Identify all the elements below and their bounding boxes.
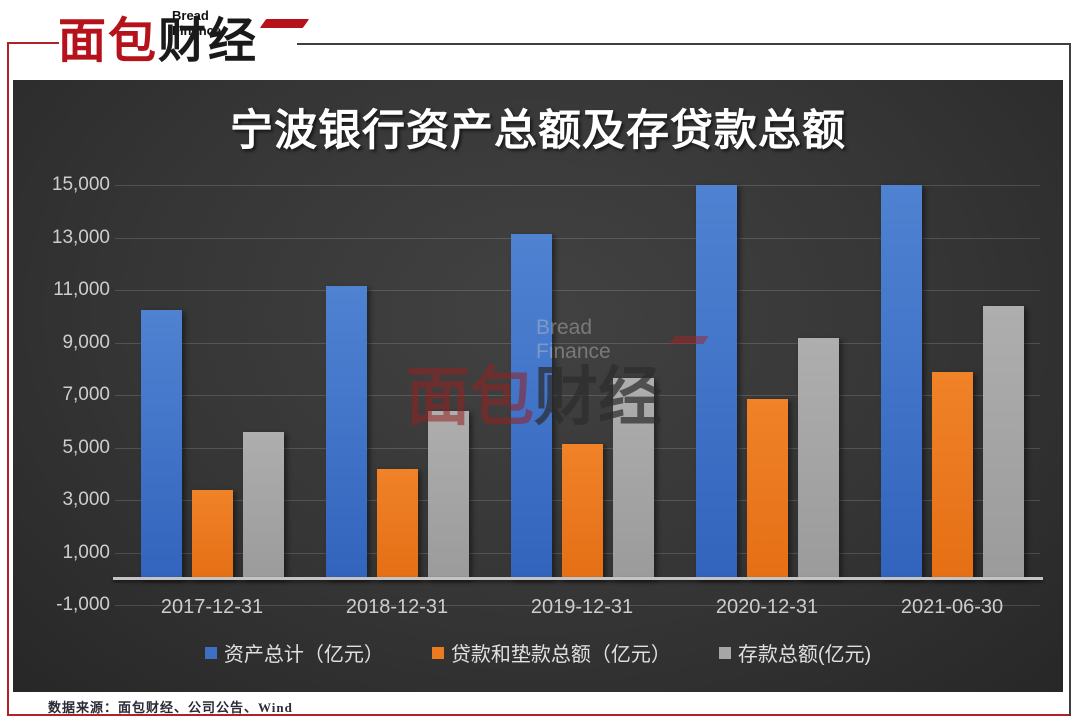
x-axis-tick-label: 2017-12-31 (160, 596, 264, 618)
frame-top-left-line (7, 42, 59, 44)
brand-logo-wordmark-red: 面包 (58, 15, 159, 68)
legend-swatch-icon (204, 646, 217, 659)
chart-title: 宁波银行资产总额及存贷款总额 (230, 107, 846, 155)
brand-swoosh-icon (259, 18, 310, 28)
bar-2018-12-31-series2 (376, 468, 418, 579)
gridline (115, 185, 1040, 187)
legend-item: 资产总计（亿元） (204, 638, 384, 667)
legend-swatch-icon (718, 646, 731, 659)
legend-item: 贷款和垫款总额（亿元） (431, 638, 671, 667)
brand-logo: Bread Finance 面包财经 (56, 4, 310, 70)
y-axis-tick-label: 5,000 (62, 436, 110, 458)
bar-2018-12-31-series1 (325, 286, 367, 579)
bar-2021-06-30-series2 (931, 371, 973, 579)
bar-2017-12-31-series1 (140, 309, 182, 579)
data-source-note: 数据来源：面包财经、公司公告、Wind (48, 700, 293, 715)
brand-logo-wordmark: 面包财经 (58, 18, 258, 66)
frame-left-line (7, 42, 9, 716)
bar-2020-12-31-series2 (746, 399, 788, 579)
legend-label: 贷款和垫款总额（亿元） (450, 644, 671, 666)
x-axis-tick-label: 2020-12-31 (715, 596, 819, 618)
x-axis-line (113, 577, 1043, 580)
y-axis-tick-label: 3,000 (62, 489, 110, 511)
x-axis-tick-label: 2021-06-30 (900, 596, 1004, 618)
bar-2017-12-31-series3 (242, 432, 284, 579)
legend-label: 存款总额(亿元) (737, 644, 872, 666)
y-axis-tick-label: 13,000 (51, 226, 110, 248)
bar-2021-06-30-series1 (880, 185, 922, 579)
gridline (115, 237, 1040, 239)
gridline (115, 290, 1040, 292)
bar-2020-12-31-series3 (797, 337, 839, 579)
y-axis-tick-label: 15,000 (51, 174, 110, 196)
y-axis-tick-label: 7,000 (62, 384, 110, 406)
y-axis-tick-label: 11,000 (53, 279, 110, 301)
bar-2019-12-31-series1 (510, 233, 552, 579)
brand-logo-wordmark-black: 财经 (158, 15, 259, 68)
y-axis-tick-label: 9,000 (62, 331, 110, 353)
bar-2018-12-31-series3 (427, 411, 469, 579)
bar-2021-06-30-series3 (982, 306, 1024, 579)
x-axis-tick-label: 2019-12-31 (530, 596, 634, 618)
legend-swatch-icon (431, 646, 444, 659)
bar-2019-12-31-series2 (561, 443, 603, 579)
bar-2019-12-31-series3 (612, 378, 654, 579)
frame-right-line (1069, 43, 1071, 716)
bar-2020-12-31-series1 (695, 185, 737, 579)
chart-legend: 资产总计（亿元） 贷款和垫款总额（亿元） 存款总额(亿元) (13, 638, 1063, 667)
brand-logo-subtitle: Bread Finance (172, 8, 222, 38)
watermark-subtitle: Bread Finance (536, 316, 611, 363)
gridline (115, 605, 1040, 607)
legend-label: 资产总计（亿元） (223, 644, 384, 666)
y-axis-tick-label: -1,000 (56, 594, 110, 616)
bar-2017-12-31-series2 (191, 489, 233, 579)
gridline (115, 395, 1040, 397)
gridline (115, 342, 1040, 344)
frame-top-right-line (297, 43, 1071, 45)
y-axis-tick-label: 1,000 (62, 541, 110, 563)
frame-bottom-line (7, 714, 1070, 716)
chart-panel: 宁波银行资产总额及存贷款总额 15,000 13,000 11,000 9,000 7,… (13, 80, 1063, 692)
legend-item: 存款总额(亿元) (718, 638, 872, 667)
x-axis-tick-label: 2018-12-31 (345, 596, 449, 618)
